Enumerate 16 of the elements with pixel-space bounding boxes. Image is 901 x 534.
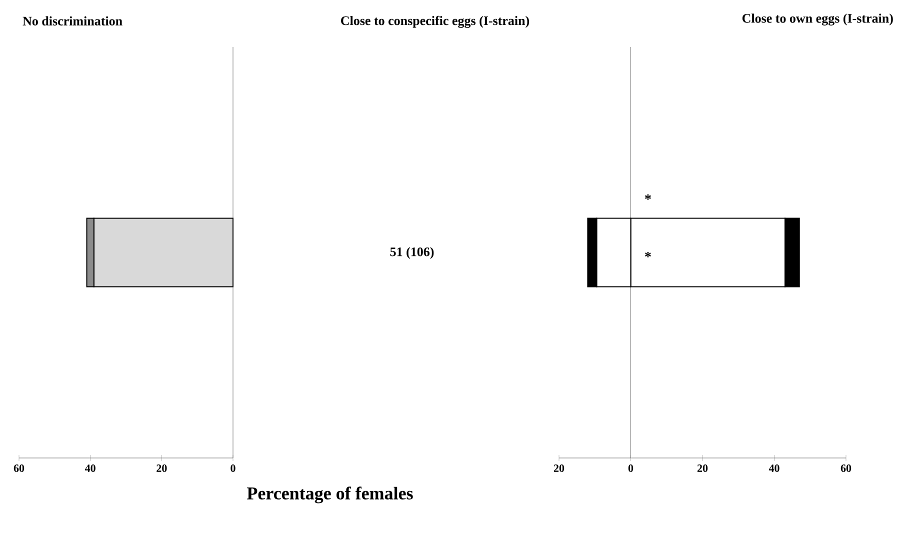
annotation: * [645,252,651,258]
x-tick-label: 60 [840,464,852,472]
x-tick-label: 0 [628,464,634,472]
x-axis-title: Percentage of females [247,486,413,504]
x-tick-label: 40 [768,464,780,472]
x-tick-label: 0 [230,464,236,472]
text: Close to conspecific eggs (I-strain) [341,16,530,28]
x-tick-label: 40 [84,464,96,472]
annotation: * [645,194,651,200]
chart-title: No discrimination [22,16,122,26]
text: 51 (106) [390,247,434,259]
x-tick-label: 20 [554,464,564,472]
x-tick-label: 20 [156,464,167,472]
chart-title: Close to own eggs (I-strain) [742,14,893,26]
x-tick-label: 60 [14,464,24,472]
x-tick-label: 20 [697,464,708,472]
